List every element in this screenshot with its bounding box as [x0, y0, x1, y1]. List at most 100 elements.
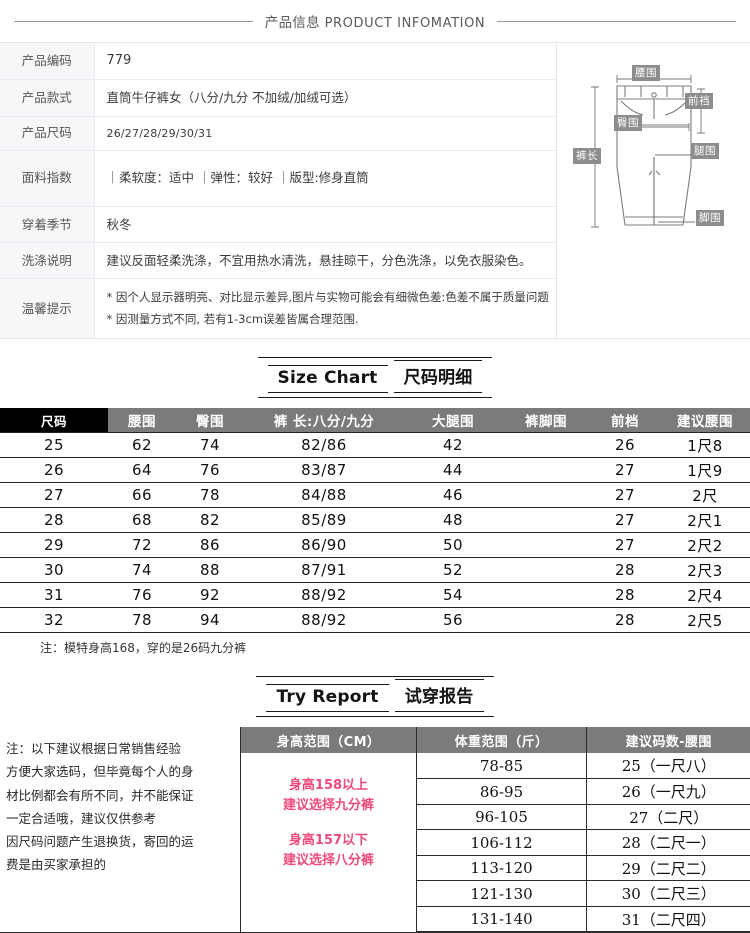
size-chart-table: 尺码 腰围 臀围 裤 长:八分/九分 大腿围 裤脚围 前档 建议腰围 25 62… [0, 407, 750, 634]
table-row: 28 68 82 85/89 48 27 2尺1 [0, 507, 750, 534]
page-title-en: PRODUCT INFOMATION [324, 16, 486, 31]
cell-ankle [502, 557, 590, 584]
pants-illustration-icon [590, 75, 705, 228]
cell-size: 28 [0, 507, 108, 534]
height-advice-1-line-2: 建议选择九分裤 [282, 797, 374, 813]
diagram-label-hip: 臀围 [614, 115, 642, 131]
table-row: 产品编码 779 [0, 43, 556, 81]
cell-suggested-size: 29（二尺二） [586, 855, 750, 882]
row-value-product-code: 779 [94, 43, 556, 81]
height-advice-2-line-2: 建议选择八分裤 [282, 852, 374, 868]
height-advice-1-line-1: 身高158以上 [288, 778, 369, 794]
cell-ankle [502, 532, 590, 559]
cell-front-rise: 26 [590, 432, 660, 459]
cell-weight-range: 131-140 [416, 906, 587, 933]
cell-front-rise: 28 [590, 582, 660, 609]
cell-front-rise: 27 [590, 457, 660, 484]
cell-length: 87/91 [244, 557, 404, 584]
table-row: 产品款式 直筒牛仔裤女（八分/九分 不加绒/加绒可选） [0, 79, 556, 117]
try-report-title: Try Report 试穿报告 [0, 676, 750, 718]
col-header-hip: 臀围 [176, 407, 244, 433]
cell-thigh: 42 [404, 432, 502, 459]
try-report-title-zh: 试穿报告 [394, 679, 484, 713]
table-row: 25 62 74 82/86 42 26 1尺8 [0, 432, 750, 459]
table-row: 26 64 76 83/87 44 27 1尺9 [0, 457, 750, 484]
diagram-label-thigh: 腿围 [691, 143, 719, 159]
row-label-wash-care: 洗涤说明 [0, 242, 95, 280]
try-report-note: 注：以下建议根据日常销售经验 方便大家选码，但毕竟每个人的身 材比例都会有所不同… [0, 727, 240, 932]
diagram-label-pant-length: 裤长 [573, 148, 601, 164]
table-row: 身高158以上 建议选择九分裤 身高157以下 建议选择八分裤 78-85 25… [240, 753, 750, 932]
warm-tip-line-2: * 因测量方式不同, 若有1-3cm误差皆属合理范围. [106, 311, 359, 326]
row-label-product-code: 产品编码 [0, 43, 95, 81]
try-note-line-6: 费是由买家承担的 [6, 856, 107, 872]
product-info-section-header: 产品信息 PRODUCT INFOMATION [0, 0, 750, 42]
cell-hip: 82 [176, 507, 244, 534]
try-note-line-1: 注：以下建议根据日常销售经验 [6, 741, 182, 757]
row-value-product-style: 直筒牛仔裤女（八分/九分 不加绒/加绒可选） [94, 79, 556, 117]
cell-suggested-waist: 1尺8 [660, 432, 750, 459]
cell-weight-range: 106-112 [416, 829, 587, 856]
cell-suggested-waist: 2尺3 [660, 557, 750, 584]
size-chart-title-en: Size Chart [267, 364, 388, 393]
cell-suggested-size: 27（二尺） [586, 804, 750, 831]
cell-size: 26 [0, 457, 108, 484]
cell-suggested-waist: 2尺 [660, 482, 750, 509]
cell-thigh: 44 [404, 457, 502, 484]
cell-suggested-size: 25（一尺八） [586, 753, 750, 780]
cell-suggested-waist: 2尺5 [660, 607, 750, 634]
table-row: 86-95 26（一尺九） [241, 778, 750, 805]
try-report-block: 注：以下建议根据日常销售经验 方便大家选码，但毕竟每个人的身 材比例都会有所不同… [0, 727, 750, 933]
table-row: 113-120 29（二尺二） [241, 855, 750, 882]
cell-weight-range: 121-130 [416, 880, 587, 907]
row-label-season: 穿着季节 [0, 206, 95, 243]
try-note-line-2: 方便大家选码，但毕竟每个人的身 [6, 764, 194, 780]
cell-front-rise: 27 [590, 482, 660, 509]
warm-tip-line-1: * 因个人显示器明亮、对比显示差异,图片与实物可能会有细微色差:色差不属于质量问… [106, 290, 549, 305]
row-value-fabric-index: ｜柔软度：适中 ｜弹性：较好 ｜版型:修身直筒 [94, 150, 556, 207]
table-row: 30 74 88 87/91 52 28 2尺3 [0, 557, 750, 584]
cell-thigh: 52 [404, 557, 502, 584]
cell-size: 27 [0, 482, 108, 509]
header-rule-left [14, 20, 253, 22]
table-row: 121-130 30（二尺三） [241, 880, 750, 907]
cell-size: 25 [0, 432, 108, 459]
row-value-warm-tip: * 因个人显示器明亮、对比显示差异,图片与实物可能会有细微色差:色差不属于质量问… [94, 279, 556, 338]
cell-length: 88/92 [244, 582, 404, 609]
page-title-zh: 产品信息 [264, 15, 320, 31]
table-row: 穿着季节 秋冬 [0, 206, 556, 243]
table-row: 产品尺码 26/27/28/29/30/31 [0, 116, 556, 151]
try-note-line-3: 材比例都会有所不同，并不能保证 [6, 787, 194, 803]
cell-suggested-size: 31（二尺四） [586, 906, 750, 933]
product-info-table: 产品编码 779 产品款式 直筒牛仔裤女（八分/九分 不加绒/加绒可选） 产品尺… [0, 43, 556, 338]
diagram-label-front-rise: 前裆 [685, 93, 713, 109]
cell-front-rise: 28 [590, 607, 660, 634]
diagram-label-ankle: 脚围 [696, 210, 724, 226]
cell-size: 31 [0, 582, 108, 609]
cell-length: 85/89 [244, 507, 404, 534]
cell-hip: 86 [176, 532, 244, 559]
table-row: 面料指数 ｜柔软度：适中 ｜弹性：较好 ｜版型:修身直筒 [0, 150, 556, 207]
try-note-line-5: 因尺码问题产生退换货，寄回的运 [6, 833, 194, 849]
table-row: 洗涤说明 建议反面轻柔洗涤，不宜用热水清洗，悬挂晾干，分色洗涤，以免衣服染色。 [0, 242, 556, 280]
cell-weight-range: 96-105 [416, 804, 587, 831]
cell-waist: 66 [108, 482, 176, 509]
col-header-height-range: 身高范围（CM） [240, 727, 417, 754]
col-header-length: 裤 长:八分/九分 [244, 407, 404, 433]
table-row: 31 76 92 88/92 54 28 2尺4 [0, 582, 750, 609]
cell-waist: 76 [108, 582, 176, 609]
cell-front-rise: 27 [590, 532, 660, 559]
table-row: 29 72 86 86/90 50 27 2尺2 [0, 532, 750, 559]
cell-length: 82/86 [244, 432, 404, 459]
header-rule-right [497, 20, 737, 22]
product-info-block: 产品编码 779 产品款式 直筒牛仔裤女（八分/九分 不加绒/加绒可选） 产品尺… [0, 42, 750, 339]
table-row: 96-105 27（二尺） [241, 804, 750, 831]
cell-hip: 78 [176, 482, 244, 509]
cell-suggested-waist: 2尺1 [660, 507, 750, 534]
cell-length: 88/92 [244, 607, 404, 634]
cell-size: 29 [0, 532, 108, 559]
cell-thigh: 54 [404, 582, 502, 609]
diagram-label-waist: 腰围 [632, 65, 660, 81]
cell-waist: 64 [108, 457, 176, 484]
cell-suggested-size: 26（一尺九） [586, 778, 750, 805]
